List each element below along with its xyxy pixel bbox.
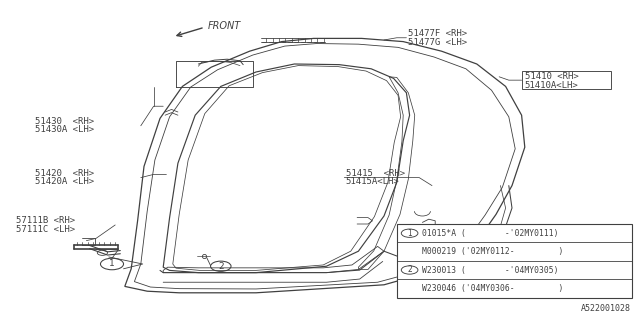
Text: 2: 2 — [218, 262, 223, 271]
Bar — [522, 71, 611, 89]
Text: 51430A <LH>: 51430A <LH> — [35, 125, 94, 134]
Text: 01015*A (        -'02MY0111): 01015*A ( -'02MY0111) — [422, 229, 559, 238]
Text: 51415  <RH>: 51415 <RH> — [346, 169, 404, 178]
Text: 51420  <RH>: 51420 <RH> — [35, 169, 94, 178]
Text: 2: 2 — [407, 266, 412, 275]
Text: A522001028: A522001028 — [580, 304, 630, 313]
Text: W230013 (        -'04MY0305): W230013 ( -'04MY0305) — [422, 266, 559, 275]
Text: 57111C <LH>: 57111C <LH> — [16, 225, 75, 234]
Text: 51410A<LH>: 51410A<LH> — [525, 81, 579, 90]
Text: 1: 1 — [109, 260, 115, 268]
Bar — [397, 224, 632, 298]
Text: W230046 ('04MY0306-         ): W230046 ('04MY0306- ) — [422, 284, 564, 293]
Text: 51415A<LH>: 51415A<LH> — [346, 177, 399, 186]
Text: 51477G <LH>: 51477G <LH> — [408, 38, 467, 47]
Text: 51430  <RH>: 51430 <RH> — [35, 117, 94, 126]
Text: FRONT: FRONT — [208, 21, 241, 31]
Text: M000219 ('02MY0112-         ): M000219 ('02MY0112- ) — [422, 247, 564, 256]
Text: 1: 1 — [407, 229, 412, 238]
Text: 51477F <RH>: 51477F <RH> — [408, 29, 467, 38]
Text: 51410 <RH>: 51410 <RH> — [525, 72, 579, 81]
Text: 57111B <RH>: 57111B <RH> — [16, 216, 75, 225]
Text: 51420A <LH>: 51420A <LH> — [35, 177, 94, 186]
